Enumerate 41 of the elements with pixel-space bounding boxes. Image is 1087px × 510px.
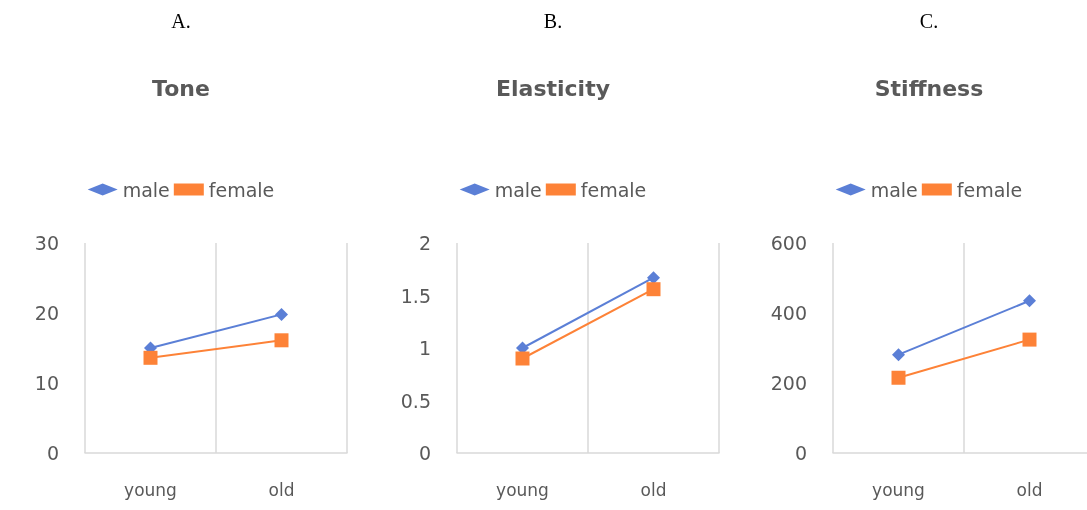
y-tick-label: 0.5: [400, 389, 431, 412]
y-tick-label: 1: [418, 337, 431, 359]
x-tick-label: young: [496, 479, 549, 500]
legend-label: female: [956, 178, 1023, 201]
legend-label: male: [122, 178, 170, 201]
y-tick-label: 200: [770, 372, 807, 394]
text: B.: [542, 10, 564, 33]
text: A.: [170, 10, 192, 33]
point: [892, 348, 905, 362]
chart-title: Stiffness: [874, 75, 984, 101]
x-tick-label: young: [872, 479, 925, 500]
x-tick-label: old: [268, 479, 295, 500]
y-tick-label: 2: [418, 232, 431, 254]
legend-label: female: [580, 178, 647, 201]
x-tick-label: old: [640, 479, 667, 500]
point: [891, 370, 906, 385]
y-tick-label: 10: [34, 372, 59, 394]
point: [275, 307, 288, 321]
point: [1022, 332, 1037, 347]
point: [1023, 294, 1036, 308]
legend-label: female: [208, 178, 275, 201]
point: [143, 350, 158, 365]
legend-label: male: [494, 178, 542, 201]
y-tick-label: 1.5: [400, 284, 431, 307]
x-tick-label: old: [1016, 479, 1043, 500]
chart-title: Elasticity: [495, 75, 611, 101]
chart-title: Tone: [152, 75, 210, 101]
y-tick-label: 0: [46, 442, 59, 464]
point: [515, 351, 530, 366]
point: [647, 271, 660, 285]
y-tick-label: 0: [418, 442, 431, 464]
y-tick-label: 20: [34, 302, 59, 324]
legend-label: male: [870, 178, 918, 201]
y-tick-label: 30: [34, 232, 59, 254]
point: [274, 333, 289, 348]
text: C.: [918, 10, 940, 33]
y-tick-label: 0: [794, 442, 807, 464]
y-tick-label: 400: [770, 302, 807, 324]
y-tick-label: 600: [770, 232, 807, 254]
x-tick-label: young: [124, 479, 177, 500]
point: [646, 282, 661, 297]
